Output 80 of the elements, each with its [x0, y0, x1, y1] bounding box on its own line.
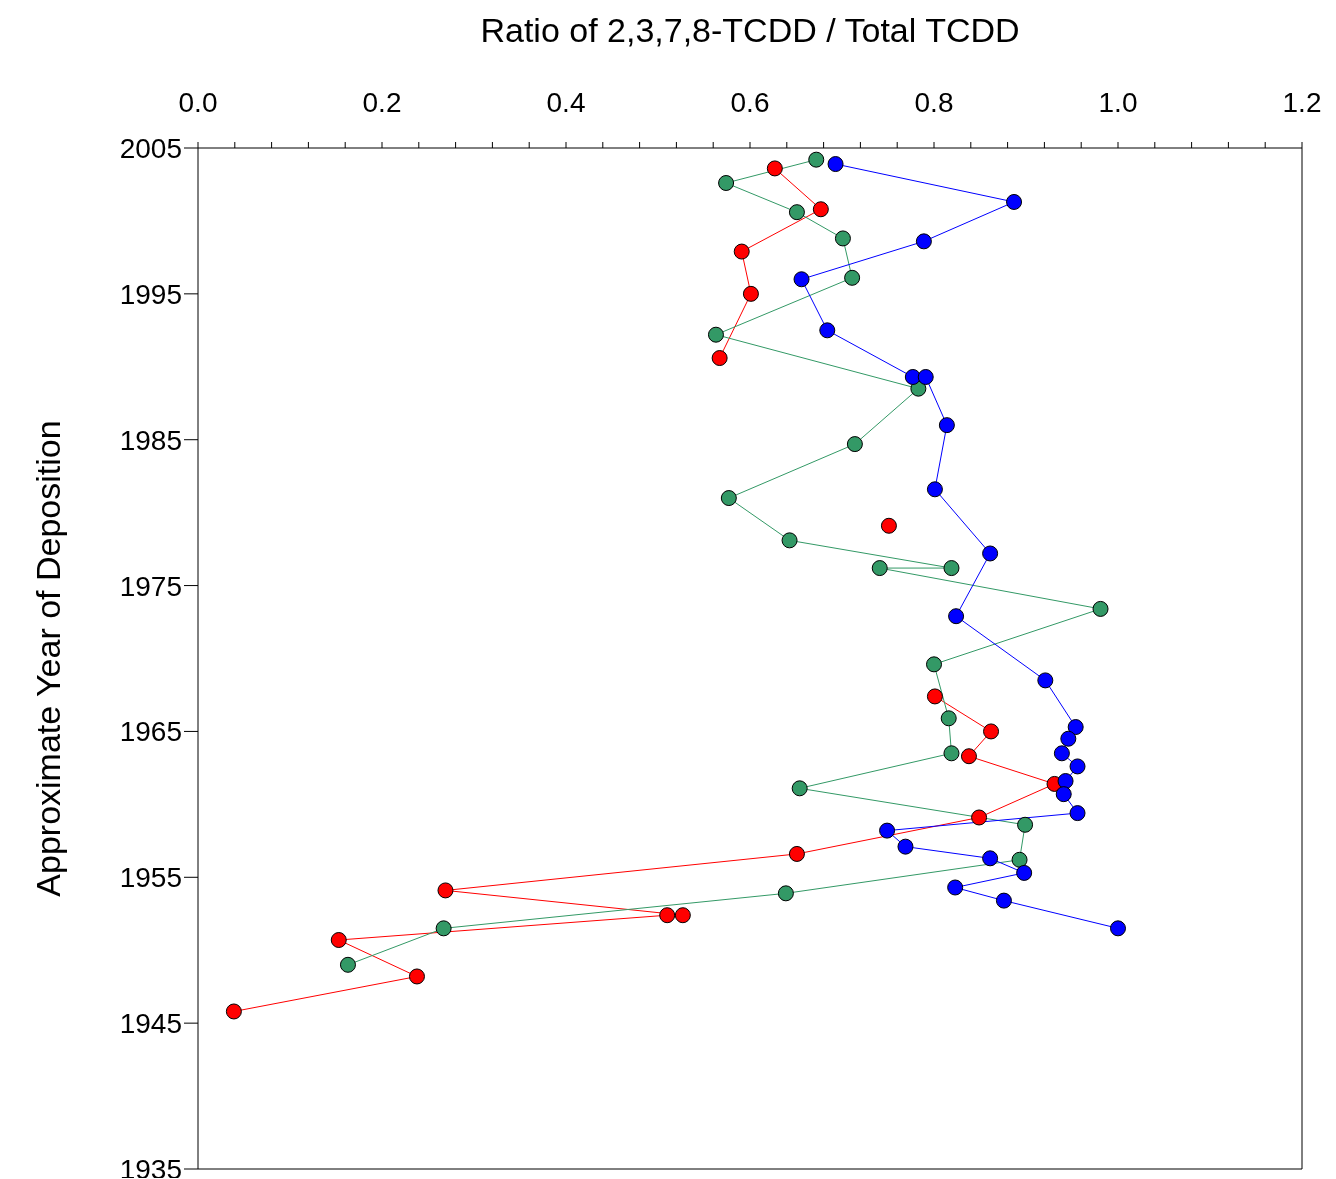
x-tick-label: 0.6 — [730, 87, 770, 118]
point — [707, 326, 724, 343]
point — [1069, 805, 1086, 822]
point — [791, 780, 808, 797]
x-tick-label: 0.4 — [546, 87, 586, 118]
point — [819, 322, 836, 339]
point — [834, 230, 851, 247]
point — [808, 151, 825, 168]
point — [674, 907, 691, 924]
point — [408, 968, 425, 985]
point — [904, 369, 921, 385]
point — [788, 204, 805, 221]
point — [915, 233, 932, 250]
point — [777, 885, 794, 902]
point — [948, 608, 965, 625]
point — [733, 243, 750, 260]
point — [971, 809, 988, 826]
point — [880, 517, 897, 534]
point — [926, 688, 943, 705]
point — [947, 879, 964, 896]
point — [339, 956, 356, 973]
x-tick-label: 0.2 — [362, 87, 402, 118]
point — [846, 436, 863, 453]
point — [1037, 672, 1054, 689]
point — [943, 745, 960, 762]
point — [1053, 745, 1070, 762]
point — [1060, 730, 1077, 747]
y-tick-label: 1965 — [119, 716, 182, 748]
point — [711, 350, 728, 367]
point — [793, 271, 810, 288]
y-tick-label: 1945 — [119, 1008, 182, 1040]
x-tick-label: 0.8 — [914, 87, 954, 118]
point — [1110, 920, 1126, 937]
y-tick-label: 2005 — [119, 132, 182, 164]
x-tick-label: 1.2 — [1282, 87, 1322, 118]
point — [827, 156, 844, 173]
point — [926, 656, 942, 673]
y-tick-label: 1985 — [119, 424, 182, 456]
point — [983, 723, 1000, 740]
x-tick-label: 0.0 — [178, 87, 218, 118]
point — [982, 850, 999, 867]
point — [1069, 758, 1086, 775]
point — [225, 1003, 242, 1020]
point — [938, 417, 955, 434]
point — [812, 201, 829, 218]
y-tick-label: 1975 — [119, 570, 182, 602]
point — [917, 369, 934, 385]
point — [1055, 786, 1072, 803]
point — [926, 481, 943, 498]
point — [871, 560, 888, 577]
y-tick-label: 1955 — [119, 862, 182, 894]
point — [1092, 600, 1109, 617]
point — [718, 175, 735, 192]
point — [960, 748, 977, 765]
x-tick-label: 1.0 — [1098, 87, 1138, 118]
point — [995, 892, 1012, 909]
point — [330, 932, 347, 948]
point — [720, 490, 737, 507]
point — [1057, 773, 1074, 790]
point — [943, 560, 960, 577]
point — [844, 269, 861, 286]
point — [659, 907, 676, 924]
point — [766, 160, 783, 177]
point — [879, 822, 896, 839]
point — [982, 545, 999, 562]
point — [742, 285, 759, 302]
y-tick-label: 1995 — [119, 278, 182, 310]
point — [1006, 193, 1023, 210]
point — [1017, 816, 1034, 833]
point — [781, 532, 798, 549]
point — [1011, 851, 1028, 868]
point — [437, 882, 454, 899]
point — [1016, 864, 1033, 881]
point — [788, 845, 805, 862]
point — [435, 920, 452, 937]
x-axis-title: Ratio of 2,3,7,8-TCDD / Total TCDD — [480, 11, 1020, 50]
point — [1067, 719, 1084, 736]
y-axis-title: Approximate Year of Deposition — [29, 420, 68, 897]
point — [940, 710, 957, 727]
point — [897, 838, 914, 855]
